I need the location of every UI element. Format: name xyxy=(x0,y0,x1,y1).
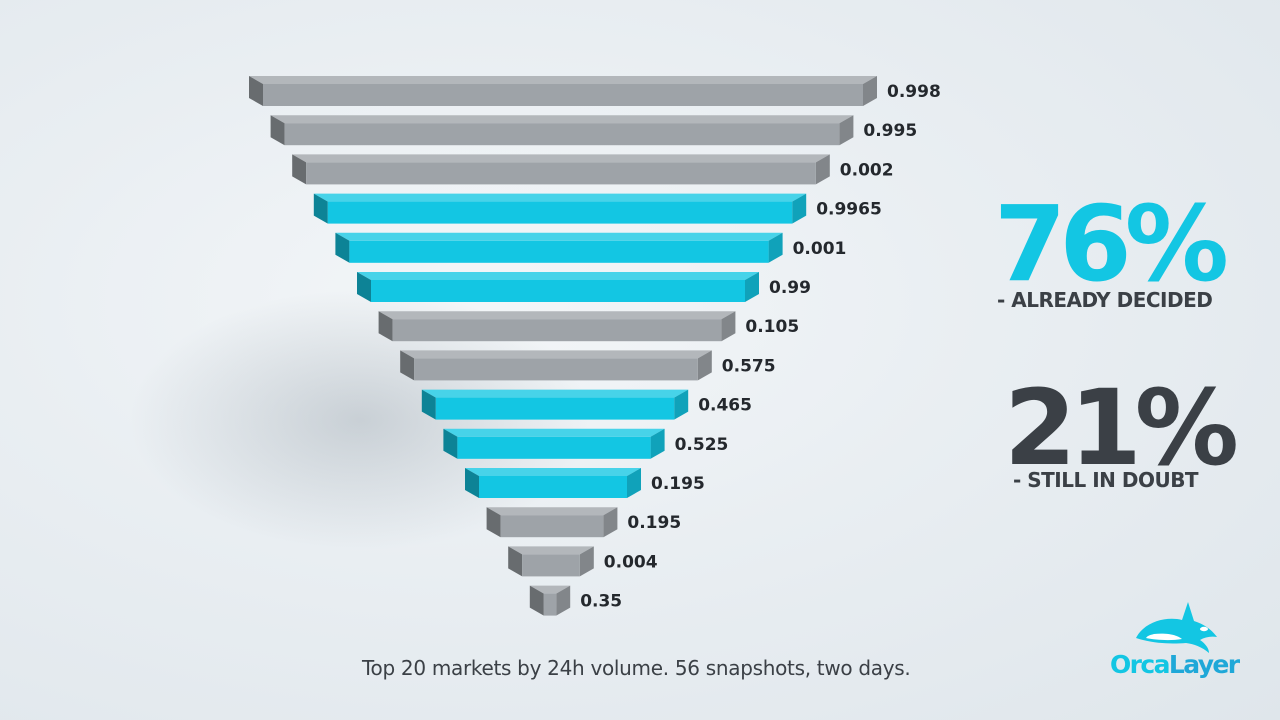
bar-value-label: 0.001 xyxy=(793,239,847,259)
doubt-caption: - STILL IN DOUBT xyxy=(1013,468,1199,492)
bar-value-label: 0.105 xyxy=(745,317,799,337)
bar-value-label: 0.9965 xyxy=(816,200,882,220)
logo-text: OrcaLayer xyxy=(1110,650,1240,679)
bar-value-label: 0.465 xyxy=(698,396,752,416)
funnel-bar xyxy=(421,389,689,420)
funnel-bar xyxy=(508,546,594,577)
funnel-bar xyxy=(400,350,712,381)
bar-value-label: 0.525 xyxy=(675,435,729,455)
orca-icon xyxy=(1136,602,1217,653)
bar-value-label: 0.995 xyxy=(863,121,917,141)
chart-caption: Top 20 markets by 24h volume. 56 snapsho… xyxy=(362,656,911,680)
bar-value-label: 0.004 xyxy=(604,552,658,572)
logo-text-secondary: Layer xyxy=(1168,650,1240,679)
funnel-bar xyxy=(529,585,571,616)
bar-value-label: 0.35 xyxy=(580,592,622,612)
decided-caption: - ALREADY DECIDED xyxy=(997,288,1213,312)
funnel-bar xyxy=(465,468,641,498)
decided-percent: 76% xyxy=(994,183,1229,305)
funnel-bar xyxy=(357,272,759,302)
brand-logo: OrcaLayer xyxy=(1106,600,1246,690)
doubt-percent: 21% xyxy=(1004,367,1239,489)
funnel-bar xyxy=(443,428,665,459)
funnel-bar xyxy=(292,154,830,185)
bar-value-label: 0.002 xyxy=(840,160,894,180)
bar-value-label: 0.99 xyxy=(769,278,811,298)
bar-value-label: 0.195 xyxy=(627,513,681,533)
funnel-bar xyxy=(270,115,854,146)
bar-value-label: 0.998 xyxy=(887,82,941,102)
funnel-bar xyxy=(335,232,783,263)
funnel-bar xyxy=(249,76,877,106)
funnel-bar xyxy=(378,311,736,342)
bar-value-label: 0.195 xyxy=(651,474,705,494)
funnel-bar xyxy=(313,193,807,224)
logo-text-primary: Orca xyxy=(1110,650,1170,679)
funnel-bar xyxy=(486,507,618,538)
bar-value-label: 0.575 xyxy=(722,356,776,376)
